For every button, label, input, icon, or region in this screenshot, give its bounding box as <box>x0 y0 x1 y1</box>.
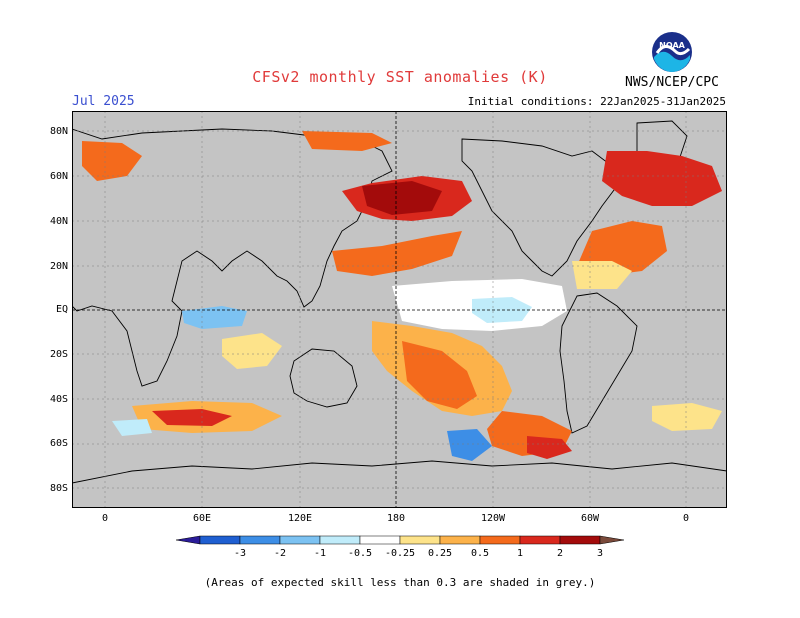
colorbar-label: 1 <box>516 548 524 559</box>
lon-label-60e: 60E <box>192 513 212 524</box>
colorbar-min-arrow <box>175 535 201 545</box>
colorbar-label: -2 <box>273 548 287 559</box>
colorbar-label: -1 <box>313 548 327 559</box>
colorbar-label: -3 <box>233 548 247 559</box>
colorbar-label: 3 <box>596 548 604 559</box>
lon-label-0-east: 0 <box>682 513 690 524</box>
valid-month: Jul 2025 <box>72 94 135 109</box>
agency-label: NWS/NCEP/CPC <box>625 75 719 90</box>
reference-lines <box>72 111 727 508</box>
lat-label-20n: 20N <box>49 261 68 272</box>
grid-lines <box>72 111 727 508</box>
colorbar-label: 0.25 <box>427 548 453 559</box>
skill-footnote: (Areas of expected skill less than 0.3 a… <box>204 576 596 589</box>
colorbar-swatch <box>199 535 241 545</box>
lat-label-80s: 80S <box>49 483 68 494</box>
anomaly-patches <box>82 131 722 461</box>
lat-label-80n: 80N <box>49 126 68 137</box>
colorbar-label: -0.5 <box>347 548 373 559</box>
map-title: CFSv2 monthly SST anomalies (K) <box>252 68 548 86</box>
lon-label-120w: 120W <box>480 513 506 524</box>
lon-label-0: 0 <box>101 513 109 524</box>
lat-label-40n: 40N <box>49 216 68 227</box>
lat-label-60s: 60S <box>49 438 68 449</box>
landmasses <box>72 120 727 508</box>
lat-label-60n: 60N <box>49 171 68 182</box>
colorbar-swatch <box>359 535 401 545</box>
colorbar-max-arrow <box>599 535 625 545</box>
colorbar-swatch <box>439 535 481 545</box>
colorbar-swatch <box>239 535 281 545</box>
colorbar-swatch <box>479 535 521 545</box>
colorbar-swatch <box>399 535 441 545</box>
colorbar <box>175 535 625 545</box>
lat-label-40s: 40S <box>49 394 68 405</box>
colorbar-label: -0.25 <box>384 548 416 559</box>
lat-label-20s: 20S <box>49 349 68 360</box>
sst-anomaly-map <box>72 111 727 508</box>
noaa-logo: NOAA <box>652 32 692 72</box>
colorbar-label: 2 <box>556 548 564 559</box>
svg-text:NOAA: NOAA <box>659 41 685 50</box>
lon-label-60w: 60W <box>580 513 600 524</box>
initial-conditions: Initial conditions: 22Jan2025-31Jan2025 <box>467 95 726 108</box>
colorbar-swatch <box>319 535 361 545</box>
lon-label-180: 180 <box>386 513 406 524</box>
lon-label-120e: 120E <box>287 513 313 524</box>
lat-label-eq: EQ <box>55 304 68 315</box>
colorbar-swatch <box>519 535 561 545</box>
colorbar-swatch <box>559 535 601 545</box>
colorbar-swatch <box>279 535 321 545</box>
colorbar-label: 0.5 <box>470 548 490 559</box>
